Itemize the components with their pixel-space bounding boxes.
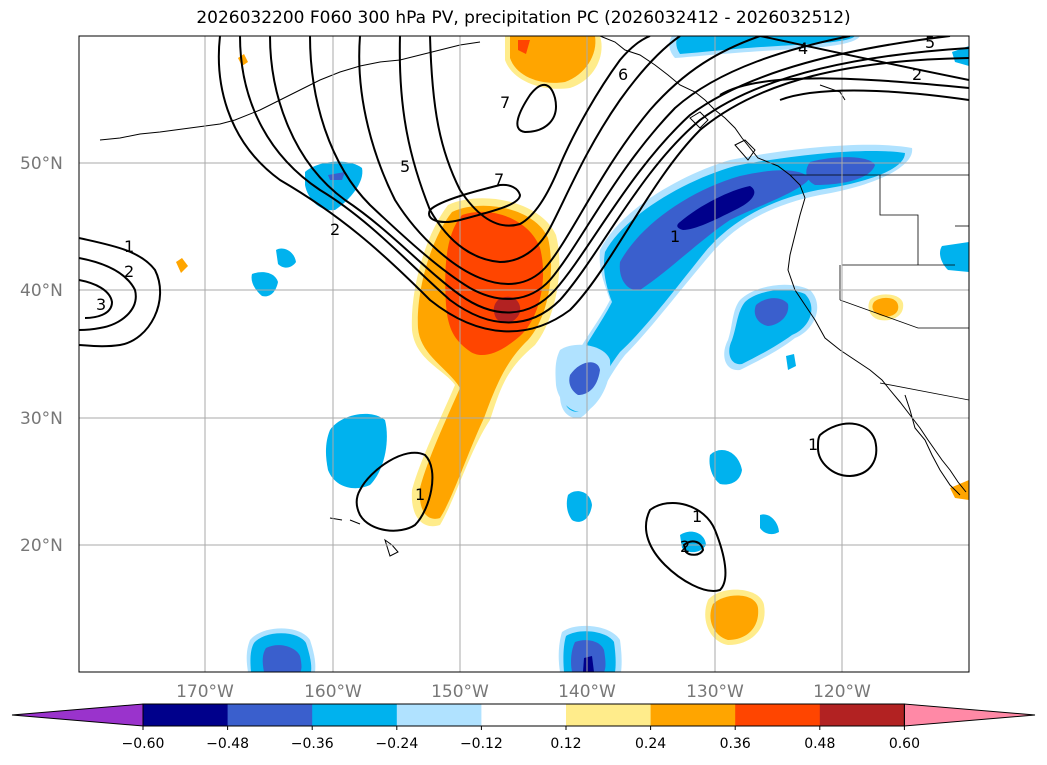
colorbar-tick-label: −0.12	[460, 736, 503, 752]
precipitation-shading	[176, 36, 969, 672]
contour-label: 6	[618, 65, 628, 84]
colorbar-tick-label: 0.36	[720, 736, 751, 752]
lon-label: 130°W	[686, 682, 744, 702]
precip-negative-mid	[563, 150, 905, 412]
colorbar-tick-label: −0.60	[122, 736, 165, 752]
contour-label: 2	[680, 537, 690, 556]
colorbar-segment	[819, 704, 905, 726]
colorbar-segment	[735, 704, 821, 726]
contour-label: 5	[925, 33, 935, 52]
pv-contours	[79, 36, 969, 592]
contour-label: 4	[798, 39, 808, 58]
latitude-labels: 50°N 40°N 30°N 20°N	[20, 154, 63, 556]
contour-label: 2	[330, 220, 340, 239]
lon-label: 140°W	[558, 682, 616, 702]
colorbar-tick-label: 0.60	[889, 736, 920, 752]
lat-label: 40°N	[20, 281, 63, 301]
gridlines	[79, 36, 969, 672]
colorbar-segment	[312, 704, 398, 726]
colorbar-tick-label: −0.48	[206, 736, 249, 752]
pv-contour-labels: 1 2 3 4 5 6 7 7 5 2 1 2 3 1 1 1 1 2	[96, 33, 935, 556]
contour-label: 1	[692, 507, 702, 526]
colorbar-tick-label: −0.36	[291, 736, 334, 752]
coastlines	[99, 36, 967, 557]
lon-label: 160°W	[304, 682, 362, 702]
contour-label: 2	[124, 262, 134, 281]
lat-label: 20°N	[20, 536, 63, 556]
colorbar-segment	[650, 704, 736, 726]
colorbar-extend-high	[903, 703, 1036, 727]
lat-label: 30°N	[20, 409, 63, 429]
colorbar-tick-label: 0.48	[804, 736, 835, 752]
map-frame	[78, 35, 970, 673]
colorbar-segment	[143, 704, 229, 726]
colorbar-segment	[566, 704, 652, 726]
contour-label: 1	[670, 227, 680, 246]
contour-label: 5	[400, 157, 410, 176]
precip-negative-max	[677, 186, 755, 230]
colorbar-segment	[227, 704, 313, 726]
colorbar-tick-label: 0.12	[550, 736, 581, 752]
contour-label: 2	[912, 65, 922, 84]
colorbar-frame	[142, 703, 905, 727]
colorbar-segment	[481, 704, 567, 726]
lon-label: 150°W	[431, 682, 489, 702]
colorbar-tick-label: 0.24	[635, 736, 666, 752]
contour-label: 1	[415, 485, 425, 504]
chart-title: 2026032200 F060 300 hPa PV, precipitatio…	[196, 8, 851, 28]
precip-positive-max	[493, 296, 521, 323]
contour-label: 7	[494, 170, 504, 189]
lat-label: 50°N	[20, 154, 63, 174]
lon-label: 120°W	[813, 682, 871, 702]
contour-label: 1	[124, 237, 134, 256]
colorbar-extend-low	[11, 703, 144, 727]
lon-label: 170°W	[176, 682, 234, 702]
contour-label: 3	[96, 295, 106, 314]
colorbar: −0.60 −0.48 −0.36 −0.24 −0.12 0.12 0.24 0.36 0.4…	[11, 703, 1036, 752]
contour-label: 7	[500, 93, 510, 112]
precip-negative-strong	[619, 157, 875, 291]
longitude-labels: 170°W 160°W 150°W 140°W 130°W 120°W	[176, 682, 871, 702]
colorbar-segment	[396, 704, 482, 726]
map-area: 1 2 3 4 5 6 7 7 5 2 1 2 3 1 1 1 1 2	[79, 33, 969, 672]
contour-label: 1	[808, 435, 818, 454]
colorbar-tick-label: −0.24	[375, 736, 418, 752]
